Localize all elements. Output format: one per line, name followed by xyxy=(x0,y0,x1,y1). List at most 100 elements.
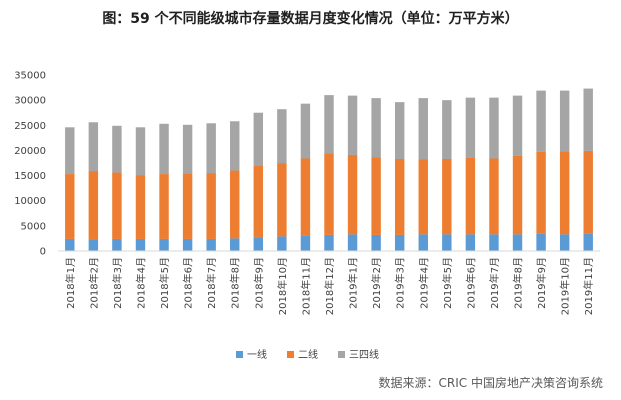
bar-一线 xyxy=(88,239,99,251)
y-tick-label: 0 xyxy=(40,247,46,258)
bar-二线 xyxy=(253,166,264,238)
bar-二线 xyxy=(442,158,452,235)
bar-三四线 xyxy=(536,90,546,152)
y-tick-label: 15000 xyxy=(14,171,46,182)
x-tick-label: 2018年8月 xyxy=(229,257,242,309)
bar-二线 xyxy=(135,175,146,239)
bar-二线 xyxy=(206,173,216,239)
bar-三四线 xyxy=(418,98,428,160)
x-tick-label: 2019年2月 xyxy=(370,257,383,309)
y-tick-label: 25000 xyxy=(14,121,46,132)
x-tick-label: 2018年3月 xyxy=(111,257,124,309)
legend-label: 三四线 xyxy=(349,348,379,361)
bar-三四线 xyxy=(135,127,146,176)
bar-一线 xyxy=(65,238,75,251)
x-tick-label: 2019年4月 xyxy=(417,257,430,309)
x-tick-label: 2018年9月 xyxy=(252,257,265,309)
bar-三四线 xyxy=(182,124,193,174)
x-tick-label: 2018年5月 xyxy=(158,257,171,309)
legend-swatch xyxy=(236,351,243,358)
x-tick-label: 2019年3月 xyxy=(394,257,407,309)
bar-一线 xyxy=(206,238,216,251)
bar-三四线 xyxy=(206,123,216,174)
bar-三四线 xyxy=(300,103,311,159)
bar-一线 xyxy=(182,238,193,251)
bar-三四线 xyxy=(253,112,264,167)
bar-一线 xyxy=(512,234,523,251)
x-tick-label: 2018年11月 xyxy=(299,257,312,315)
bar-二线 xyxy=(324,153,334,235)
bar-二线 xyxy=(394,158,405,235)
bar-三四线 xyxy=(465,97,476,158)
x-tick-label: 2018年6月 xyxy=(182,257,195,309)
bar-一线 xyxy=(112,238,122,251)
bar-一线 xyxy=(583,233,593,251)
bar-三四线 xyxy=(277,109,287,164)
x-tick-label: 2018年4月 xyxy=(134,257,147,309)
bar-二线 xyxy=(465,157,476,235)
bar-三四线 xyxy=(559,90,570,152)
x-tick-label: 2019年11月 xyxy=(582,257,595,315)
bar-一线 xyxy=(489,234,499,251)
bar-二线 xyxy=(88,171,99,240)
x-tick-label: 2019年5月 xyxy=(441,257,454,309)
bar-一线 xyxy=(159,238,169,251)
bar-一线 xyxy=(465,234,476,251)
y-axis-ticks: 0 5000 10000 15000 20000 25000 30000 35000 xyxy=(14,71,46,258)
bar-一线 xyxy=(324,234,334,251)
bar-三四线 xyxy=(112,125,122,173)
x-tick-label: 2019年8月 xyxy=(512,257,525,309)
bar-一线 xyxy=(394,234,405,251)
y-tick-label: 30000 xyxy=(14,96,46,107)
y-tick-label: 20000 xyxy=(14,146,46,157)
bar-三四线 xyxy=(512,95,523,156)
bar-一线 xyxy=(559,234,570,251)
bar-三四线 xyxy=(347,95,358,155)
bar-三四线 xyxy=(371,98,381,158)
bar-三四线 xyxy=(489,97,499,159)
x-tick-label: 2018年2月 xyxy=(87,257,100,309)
bar-一线 xyxy=(536,233,546,251)
x-tick-label: 2018年10月 xyxy=(276,257,289,315)
bar-一线 xyxy=(253,237,264,251)
bar-三四线 xyxy=(324,95,334,154)
bar-二线 xyxy=(65,174,75,239)
bar-二线 xyxy=(489,158,499,235)
bar-一线 xyxy=(277,236,287,251)
bar-二线 xyxy=(230,170,240,239)
bar-三四线 xyxy=(583,88,593,151)
legend-swatch xyxy=(338,351,345,358)
x-tick-label: 2019年1月 xyxy=(347,257,360,309)
bar-二线 xyxy=(512,155,523,235)
bar-二线 xyxy=(300,158,311,236)
y-tick-label: 5000 xyxy=(21,221,46,232)
bar-二线 xyxy=(182,173,193,239)
x-tick-label: 2018年1月 xyxy=(64,257,77,309)
bar-一线 xyxy=(347,234,358,251)
bar-二线 xyxy=(277,163,287,237)
bar-series xyxy=(65,88,593,251)
x-axis-ticks: 2018年1月 2018年2月 2018年3月 2018年4月 2018年5月 2018年… xyxy=(64,257,595,315)
bar-二线 xyxy=(347,154,358,235)
x-tick-label: 2019年6月 xyxy=(464,257,477,309)
bar-三四线 xyxy=(230,121,240,171)
source-note: 数据来源：CRIC 中国房地产决策咨询系统 xyxy=(378,376,603,390)
y-tick-label: 10000 xyxy=(14,196,46,207)
bar-二线 xyxy=(536,151,546,234)
bar-二线 xyxy=(112,172,122,239)
bar-三四线 xyxy=(65,127,75,175)
bar-一线 xyxy=(300,235,311,251)
bar-一线 xyxy=(135,238,146,251)
x-tick-label: 2019年10月 xyxy=(559,257,572,315)
bar-一线 xyxy=(442,234,452,251)
legend: 一线 二线 三四线 xyxy=(236,348,379,361)
bar-一线 xyxy=(230,238,240,251)
x-tick-label: 2019年9月 xyxy=(535,257,548,309)
bar-一线 xyxy=(418,234,428,251)
bar-二线 xyxy=(418,159,428,235)
bar-二线 xyxy=(583,150,593,234)
chart-title: 图：59 个不同能级城市存量数据月度变化情况（单位：万平方米） xyxy=(102,11,519,27)
x-tick-label: 2018年12月 xyxy=(323,257,336,315)
legend-label: 一线 xyxy=(247,348,267,361)
